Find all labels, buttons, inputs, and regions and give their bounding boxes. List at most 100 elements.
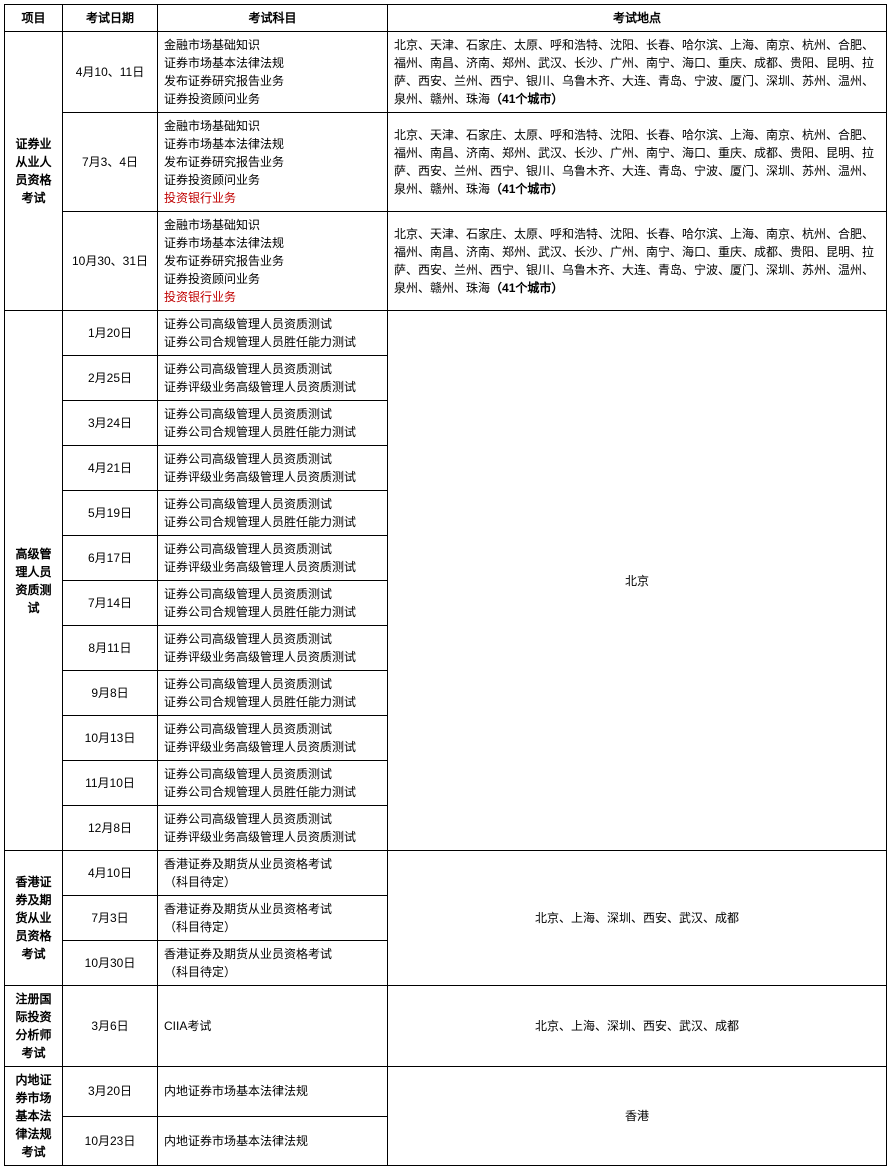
text-part: （41个城市） — [490, 281, 563, 295]
subject-line: 证券公司合规管理人员胜任能力测试 — [164, 425, 356, 439]
date-cell: 10月30日 — [63, 941, 158, 986]
date-cell: 10月23日 — [63, 1116, 158, 1166]
subject-line: 证券公司高级管理人员资质测试 — [164, 452, 332, 466]
text-part: 北京 — [625, 574, 649, 588]
date-cell: 7月14日 — [63, 581, 158, 626]
subject-line: 证券公司合规管理人员胜任能力测试 — [164, 335, 356, 349]
subject-line: 证券公司高级管理人员资质测试 — [164, 677, 332, 691]
subject-line: 证券市场基本法律法规 — [164, 56, 284, 70]
subject-cell: 证券公司高级管理人员资质测试证券公司合规管理人员胜任能力测试 — [158, 491, 388, 536]
subject-line: 证券公司高级管理人员资质测试 — [164, 767, 332, 781]
date-cell: 7月3日 — [63, 896, 158, 941]
subject-line: 投资银行业务 — [164, 191, 236, 205]
location-cell: 北京、上海、深圳、西安、武汉、成都 — [388, 986, 887, 1067]
subject-line: 证券公司合规管理人员胜任能力测试 — [164, 785, 356, 799]
subject-line: 证券投资顾问业务 — [164, 272, 260, 286]
subject-line: 证券公司高级管理人员资质测试 — [164, 317, 332, 331]
subject-line: 证券公司高级管理人员资质测试 — [164, 812, 332, 826]
subject-cell: 香港证券及期货从业员资格考试 （科目待定） — [158, 941, 388, 986]
project-cell: 香港证券及期货从业员资格考试 — [5, 851, 63, 986]
subject-cell: CIIA考试 — [158, 986, 388, 1067]
text-part: 北京、天津、石家庄、太原、呼和浩特、沈阳、长春、哈尔滨、上海、南京、杭州、合肥、… — [394, 227, 874, 295]
date-cell: 12月8日 — [63, 806, 158, 851]
subject-line: 证券公司合规管理人员胜任能力测试 — [164, 695, 356, 709]
subject-cell: 证券公司高级管理人员资质测试证券评级业务高级管理人员资质测试 — [158, 536, 388, 581]
header-location: 考试地点 — [388, 5, 887, 32]
subject-cell: 证券公司高级管理人员资质测试证券公司合规管理人员胜任能力测试 — [158, 311, 388, 356]
subject-cell: 证券公司高级管理人员资质测试证券公司合规管理人员胜任能力测试 — [158, 761, 388, 806]
date-cell: 8月11日 — [63, 626, 158, 671]
subject-line: 证券评级业务高级管理人员资质测试 — [164, 380, 356, 394]
table-row: 高级管理人员资质测试1月20日证券公司高级管理人员资质测试证券公司合规管理人员胜… — [5, 311, 887, 356]
subject-line: 投资银行业务 — [164, 290, 236, 304]
subject-line: （科目待定） — [164, 965, 236, 979]
subject-cell: 金融市场基础知识证券市场基本法律法规发布证券研究报告业务证券投资顾问业务投资银行… — [158, 212, 388, 311]
subject-line: 证券评级业务高级管理人员资质测试 — [164, 470, 356, 484]
exam-schedule-table: 项目 考试日期 考试科目 考试地点 证券业从业人员资格考试4月10、11日金融市… — [4, 4, 887, 1166]
subject-line: 香港证券及期货从业员资格考试 — [164, 902, 332, 916]
subject-cell: 证券公司高级管理人员资质测试证券评级业务高级管理人员资质测试 — [158, 716, 388, 761]
text-part: 北京、上海、深圳、西安、武汉、成都 — [535, 911, 739, 925]
date-cell: 4月10日 — [63, 851, 158, 896]
subject-line: 证券评级业务高级管理人员资质测试 — [164, 560, 356, 574]
subject-cell: 内地证券市场基本法律法规 — [158, 1116, 388, 1166]
subject-line: 金融市场基础知识 — [164, 218, 260, 232]
date-cell: 6月17日 — [63, 536, 158, 581]
subject-line: 证券公司高级管理人员资质测试 — [164, 722, 332, 736]
subject-line: （科目待定） — [164, 920, 236, 934]
subject-cell: 证券公司高级管理人员资质测试证券公司合规管理人员胜任能力测试 — [158, 581, 388, 626]
subject-line: 证券评级业务高级管理人员资质测试 — [164, 740, 356, 754]
project-cell: 证券业从业人员资格考试 — [5, 32, 63, 311]
subject-line: 内地证券市场基本法律法规 — [164, 1084, 308, 1098]
subject-line: 证券评级业务高级管理人员资质测试 — [164, 650, 356, 664]
table-header-row: 项目 考试日期 考试科目 考试地点 — [5, 5, 887, 32]
text-part: （41个城市） — [490, 92, 563, 106]
subject-line: 证券公司高级管理人员资质测试 — [164, 362, 332, 376]
date-cell: 10月13日 — [63, 716, 158, 761]
subject-line: 证券公司高级管理人员资质测试 — [164, 587, 332, 601]
project-cell: 高级管理人员资质测试 — [5, 311, 63, 851]
location-cell: 香港 — [388, 1067, 887, 1166]
table-row: 香港证券及期货从业员资格考试4月10日香港证券及期货从业员资格考试（科目待定）北… — [5, 851, 887, 896]
table-row: 证券业从业人员资格考试4月10、11日金融市场基础知识证券市场基本法律法规发布证… — [5, 32, 887, 113]
subject-cell: 香港证券及期货从业员资格考试 （科目待定） — [158, 896, 388, 941]
header-subject: 考试科目 — [158, 5, 388, 32]
date-cell: 3月20日 — [63, 1067, 158, 1117]
location-cell: 北京、天津、石家庄、太原、呼和浩特、沈阳、长春、哈尔滨、上海、南京、杭州、合肥、… — [388, 113, 887, 212]
location-cell: 北京、天津、石家庄、太原、呼和浩特、沈阳、长春、哈尔滨、上海、南京、杭州、合肥、… — [388, 212, 887, 311]
date-cell: 1月20日 — [63, 311, 158, 356]
subject-line: 香港证券及期货从业员资格考试 — [164, 947, 332, 961]
subject-cell: 证券公司高级管理人员资质测试证券公司合规管理人员胜任能力测试 — [158, 401, 388, 446]
date-cell: 10月30、31日 — [63, 212, 158, 311]
subject-line: 香港证券及期货从业员资格考试 — [164, 857, 332, 871]
subject-cell: 内地证券市场基本法律法规 — [158, 1067, 388, 1117]
subject-cell: 证券公司高级管理人员资质测试证券评级业务高级管理人员资质测试 — [158, 806, 388, 851]
subject-line: 证券公司高级管理人员资质测试 — [164, 407, 332, 421]
project-cell: 注册国际投资分析师考试 — [5, 986, 63, 1067]
subject-line: 证券公司合规管理人员胜任能力测试 — [164, 515, 356, 529]
subject-cell: 证券公司高级管理人员资质测试证券评级业务高级管理人员资质测试 — [158, 446, 388, 491]
text-part: 北京、天津、石家庄、太原、呼和浩特、沈阳、长春、哈尔滨、上海、南京、杭州、合肥、… — [394, 128, 874, 196]
date-cell: 11月10日 — [63, 761, 158, 806]
date-cell: 2月25日 — [63, 356, 158, 401]
table-row: 注册国际投资分析师考试3月6日CIIA考试北京、上海、深圳、西安、武汉、成都 — [5, 986, 887, 1067]
subject-line: 发布证券研究报告业务 — [164, 74, 284, 88]
table-row: 内地证券市场基本法律法规考试3月20日内地证券市场基本法律法规香港 — [5, 1067, 887, 1117]
subject-cell: 金融市场基础知识证券市场基本法律法规发布证券研究报告业务证券投资顾问业务投资银行… — [158, 113, 388, 212]
subject-line: 证券公司高级管理人员资质测试 — [164, 632, 332, 646]
table-row: 7月3、4日金融市场基础知识证券市场基本法律法规发布证券研究报告业务证券投资顾问… — [5, 113, 887, 212]
date-cell: 7月3、4日 — [63, 113, 158, 212]
subject-line: 发布证券研究报告业务 — [164, 155, 284, 169]
subject-line: 证券市场基本法律法规 — [164, 137, 284, 151]
subject-line: 证券公司高级管理人员资质测试 — [164, 542, 332, 556]
subject-line: 证券投资顾问业务 — [164, 92, 260, 106]
date-cell: 9月8日 — [63, 671, 158, 716]
subject-cell: 证券公司高级管理人员资质测试证券评级业务高级管理人员资质测试 — [158, 626, 388, 671]
subject-line: 证券公司高级管理人员资质测试 — [164, 497, 332, 511]
location-cell: 北京、上海、深圳、西安、武汉、成都 — [388, 851, 887, 986]
subject-cell: 香港证券及期货从业员资格考试（科目待定） — [158, 851, 388, 896]
subject-line: 金融市场基础知识 — [164, 119, 260, 133]
subject-cell: 证券公司高级管理人员资质测试证券公司合规管理人员胜任能力测试 — [158, 671, 388, 716]
date-cell: 4月21日 — [63, 446, 158, 491]
subject-line: 发布证券研究报告业务 — [164, 254, 284, 268]
